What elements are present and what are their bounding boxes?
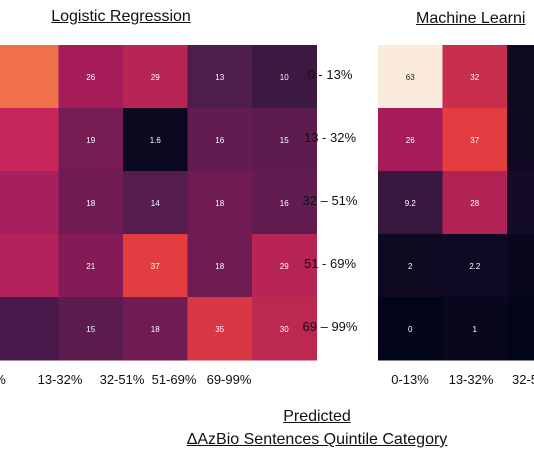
lr-cell-r0-c0 <box>0 45 59 109</box>
lr-cell-r1-c1 <box>58 108 124 172</box>
lr-cell-r3-c4 <box>252 234 317 298</box>
row-label-2: 32 – 51% <box>302 193 358 208</box>
lr-cell-label-r3-c1: 21 <box>86 262 95 271</box>
lr-cell-label-r3-c4: 29 <box>280 262 289 271</box>
lr-cell-r4-c3 <box>187 297 253 361</box>
ml-cell-label-r3-c1: 2.2 <box>469 262 481 271</box>
row-labels: 0 - 13% 13 - 32% 32 – 51% 51 - 69% 69 – … <box>290 45 370 360</box>
lr-cell-r2-c4 <box>252 171 317 235</box>
row-label-3: 51 - 69% <box>303 256 357 271</box>
ml-cell-r2-c1 <box>442 171 508 235</box>
row-label-1: 13 - 32% <box>303 130 357 145</box>
lr-cell-r3-c2 <box>123 234 188 298</box>
lr-cell-r4-c2 <box>123 297 188 361</box>
lr-x-tick-1: 13-32% <box>37 372 83 387</box>
ml-cell-r4-c1 <box>442 297 508 361</box>
lr-cell-label-r0-c4: 10 <box>280 73 289 82</box>
row-label-4: 69 – 99% <box>302 319 358 334</box>
lr-cell-label-r2-c1: 18 <box>86 199 95 208</box>
ml-cell-r3-c2 <box>507 234 534 298</box>
lr-cell-r1-c0 <box>0 108 59 172</box>
lr-cell-r2-c0 <box>0 171 59 235</box>
lr-cell-label-r1-c3: 16 <box>215 136 224 145</box>
ml-cell-r0-c1 <box>442 45 508 109</box>
lr-cell-label-r2-c4: 16 <box>280 199 289 208</box>
ml-cell-r4-c0 <box>378 297 443 361</box>
lr-cell-label-r3-c3: 18 <box>215 262 224 271</box>
ml-cell-r0-c0 <box>378 45 443 109</box>
lr-cell-r4-c0 <box>0 297 59 361</box>
lr-x-tick-2: 32-51% <box>99 372 145 387</box>
ml-cell-r1-c2 <box>507 108 534 172</box>
ml-cell-r1-c0 <box>378 108 443 172</box>
ml-cell-r0-c2 <box>507 45 534 109</box>
lr-x-tick-0: % <box>0 372 32 387</box>
lr-cell-label-r1-c1: 19 <box>86 136 95 145</box>
ml-cell-r3-c0 <box>378 234 443 298</box>
lr-cell-r2-c1 <box>58 171 124 235</box>
lr-x-tick-3: 51-69% <box>151 372 197 387</box>
lr-cell-r4-c4 <box>252 297 317 361</box>
ml-cell-label-r2-c1: 28 <box>470 199 479 208</box>
lr-cell-r1-c2 <box>123 108 188 172</box>
lr-cell-r4-c1 <box>58 297 124 361</box>
lr-cell-r0-c4 <box>252 45 317 109</box>
ml-cell-r2-c2 <box>507 171 534 235</box>
ml-chart-title: Machine Learni <box>416 10 526 27</box>
lr-cell-label-r4-c4: 30 <box>280 325 289 334</box>
lr-chart-title: Logistic Regression <box>51 8 191 25</box>
ml-cell-label-r1-c1: 37 <box>470 136 479 145</box>
row-label-0: 0 - 13% <box>307 67 353 82</box>
lr-cell-r1-c4 <box>252 108 317 172</box>
lr-cell-r3-c3 <box>187 234 253 298</box>
x-axis-label-line1: Predicted <box>283 408 351 425</box>
ml-cell-label-r4-c0: 0 <box>408 325 413 334</box>
ml-cell-label-r0-c1: 32 <box>470 73 479 82</box>
ml-cell-r3-c1 <box>442 234 508 298</box>
ml-x-tick-0: 0-13% <box>391 372 429 387</box>
ml-x-tick-2: 32-5 <box>511 372 534 387</box>
lr-cell-label-r1-c2: 1.6 <box>150 136 162 145</box>
ml-x-tick-1: 13-32% <box>448 372 494 387</box>
ml-cell-label-r1-c0: 26 <box>406 136 415 145</box>
lr-cell-label-r1-c4: 15 <box>280 136 289 145</box>
ml-cell-label-r3-c0: 2 <box>408 262 413 271</box>
lr-cell-label-r0-c3: 13 <box>215 73 224 82</box>
ml-cell-r1-c1 <box>442 108 508 172</box>
lr-cell-r1-c3 <box>187 108 253 172</box>
lr-cell-r3-c0 <box>0 234 59 298</box>
lr-cell-r2-c3 <box>187 171 253 235</box>
lr-cell-label-r4-c3: 35 <box>215 325 224 334</box>
lr-x-tick-4: 69-99% <box>206 372 252 387</box>
lr-cell-r0-c1 <box>58 45 124 109</box>
lr-cell-label-r2-c2: 14 <box>151 199 160 208</box>
ml-cell-label-r4-c1: 1 <box>473 325 478 334</box>
lr-cell-label-r0-c1: 26 <box>86 73 95 82</box>
lr-cell-label-r3-c2: 37 <box>151 262 160 271</box>
lr-cell-label-r4-c1: 15 <box>86 325 95 334</box>
ml-cell-r4-c2 <box>507 297 534 361</box>
lr-cell-r0-c2 <box>123 45 188 109</box>
lr-cell-r0-c3 <box>187 45 253 109</box>
lr-cell-label-r2-c3: 18 <box>215 199 224 208</box>
ml-cell-r2-c0 <box>378 171 443 235</box>
ml-cell-label-r2-c0: 9.2 <box>405 199 417 208</box>
lr-cell-r3-c1 <box>58 234 124 298</box>
lr-cell-label-r0-c2: 29 <box>151 73 160 82</box>
ml-cell-label-r0-c0: 63 <box>406 73 415 82</box>
lr-cell-label-r4-c2: 18 <box>151 325 160 334</box>
lr-cell-r2-c2 <box>123 171 188 235</box>
x-axis-label-line2: ΔAzBio Sentences Quintile Category <box>186 431 448 448</box>
